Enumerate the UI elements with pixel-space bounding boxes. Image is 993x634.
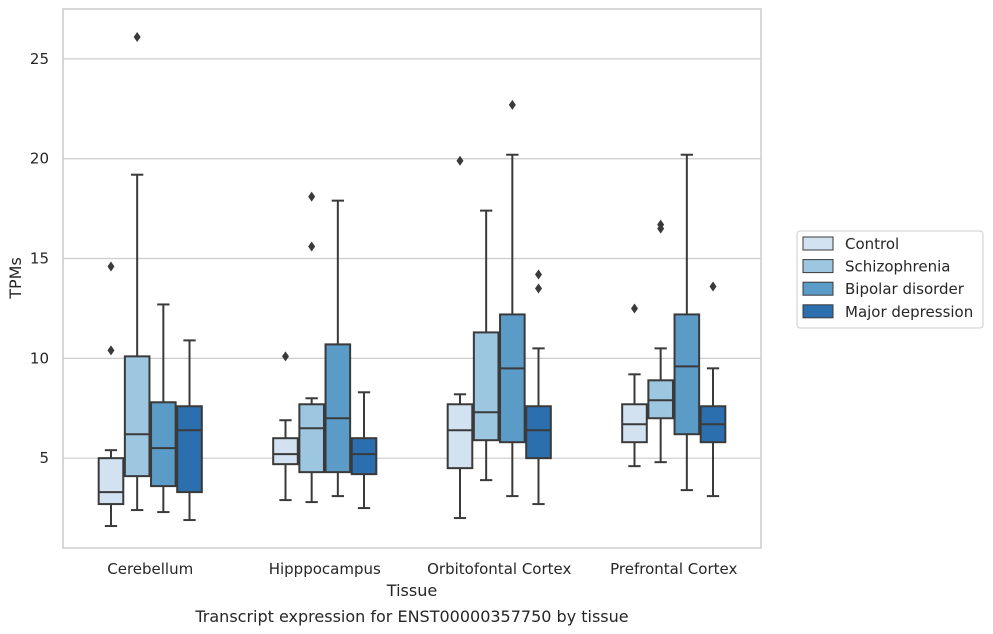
iqr-box (150, 401, 177, 488)
y-axis-label: TPMs (6, 257, 25, 300)
box (123, 31, 151, 512)
y-tick-label: 10 (30, 349, 49, 367)
box (272, 351, 299, 502)
outlier-point (308, 191, 316, 202)
outlier-point (657, 223, 665, 234)
iqr-box (673, 313, 701, 436)
y-tick-label: 15 (30, 250, 49, 268)
outlier-point (107, 261, 115, 272)
legend-label: Major depression (845, 303, 973, 321)
iqr-box (272, 437, 299, 466)
outlier-point (535, 269, 543, 280)
iqr-box (525, 405, 552, 460)
x-axis-label: Tissue (386, 581, 437, 600)
box (298, 191, 325, 504)
iqr-box (472, 331, 500, 442)
iqr-box (123, 355, 151, 478)
box (699, 281, 727, 498)
box (150, 303, 177, 514)
legend-label: Bipolar disorder (845, 280, 965, 298)
x-axis-ticks: Cerebellum Hipppocampus Orbitofontal Corte… (107, 560, 737, 578)
iqr-box (499, 313, 526, 444)
box (350, 391, 378, 510)
box (525, 269, 552, 506)
outlier-point (709, 281, 717, 292)
iqr-box (324, 343, 352, 474)
y-axis-ticks: 5 10 15 20 25 (30, 50, 49, 467)
outlier-point (133, 31, 141, 42)
series-major-depression (176, 269, 727, 522)
box (499, 99, 526, 498)
y-tick-label: 20 (30, 150, 49, 168)
box (621, 303, 648, 468)
outlier-point (281, 351, 289, 362)
box (472, 209, 500, 482)
plot-area-frame (62, 8, 762, 549)
legend-swatch (802, 236, 834, 251)
iqr-box (176, 405, 203, 494)
outlier-point (107, 345, 115, 356)
iqr-box (298, 403, 325, 474)
legend-swatch (802, 304, 834, 319)
box-groups (97, 31, 727, 528)
box (176, 339, 203, 522)
outlier-point (508, 99, 516, 110)
box (97, 261, 125, 528)
box (673, 153, 701, 492)
outlier-point (308, 241, 316, 252)
series-bipolar-disorder (150, 99, 701, 514)
iqr-box (446, 403, 474, 470)
x-tick-label: Hipppocampus (269, 560, 381, 578)
outlier-point (630, 303, 638, 314)
outlier-point (535, 283, 543, 294)
legend-label: Schizophrenia (845, 258, 950, 276)
series-schizophrenia (123, 31, 674, 512)
x-tick-label: Cerebellum (107, 560, 193, 578)
legend-frame (796, 230, 984, 329)
legend-swatch (802, 281, 834, 296)
y-tick-label: 25 (30, 50, 49, 68)
legend: Control Schizophrenia Bipolar disorder Majo… (796, 230, 984, 329)
box (647, 219, 674, 464)
gridlines (63, 58, 761, 459)
iqr-box (350, 437, 378, 476)
x-tick-label: Prefrontal Cortex (610, 560, 737, 578)
x-tick-label: Orbitofontal Cortex (427, 560, 571, 578)
y-tick-label: 5 (39, 449, 49, 467)
legend-label: Control (845, 235, 899, 253)
box (446, 155, 474, 520)
series-control (97, 155, 648, 528)
legend-swatch (802, 259, 834, 274)
iqr-box (97, 457, 125, 506)
chart-caption: Transcript expression for ENST0000035775… (194, 607, 628, 626)
box (324, 199, 352, 498)
outlier-point (456, 155, 464, 166)
